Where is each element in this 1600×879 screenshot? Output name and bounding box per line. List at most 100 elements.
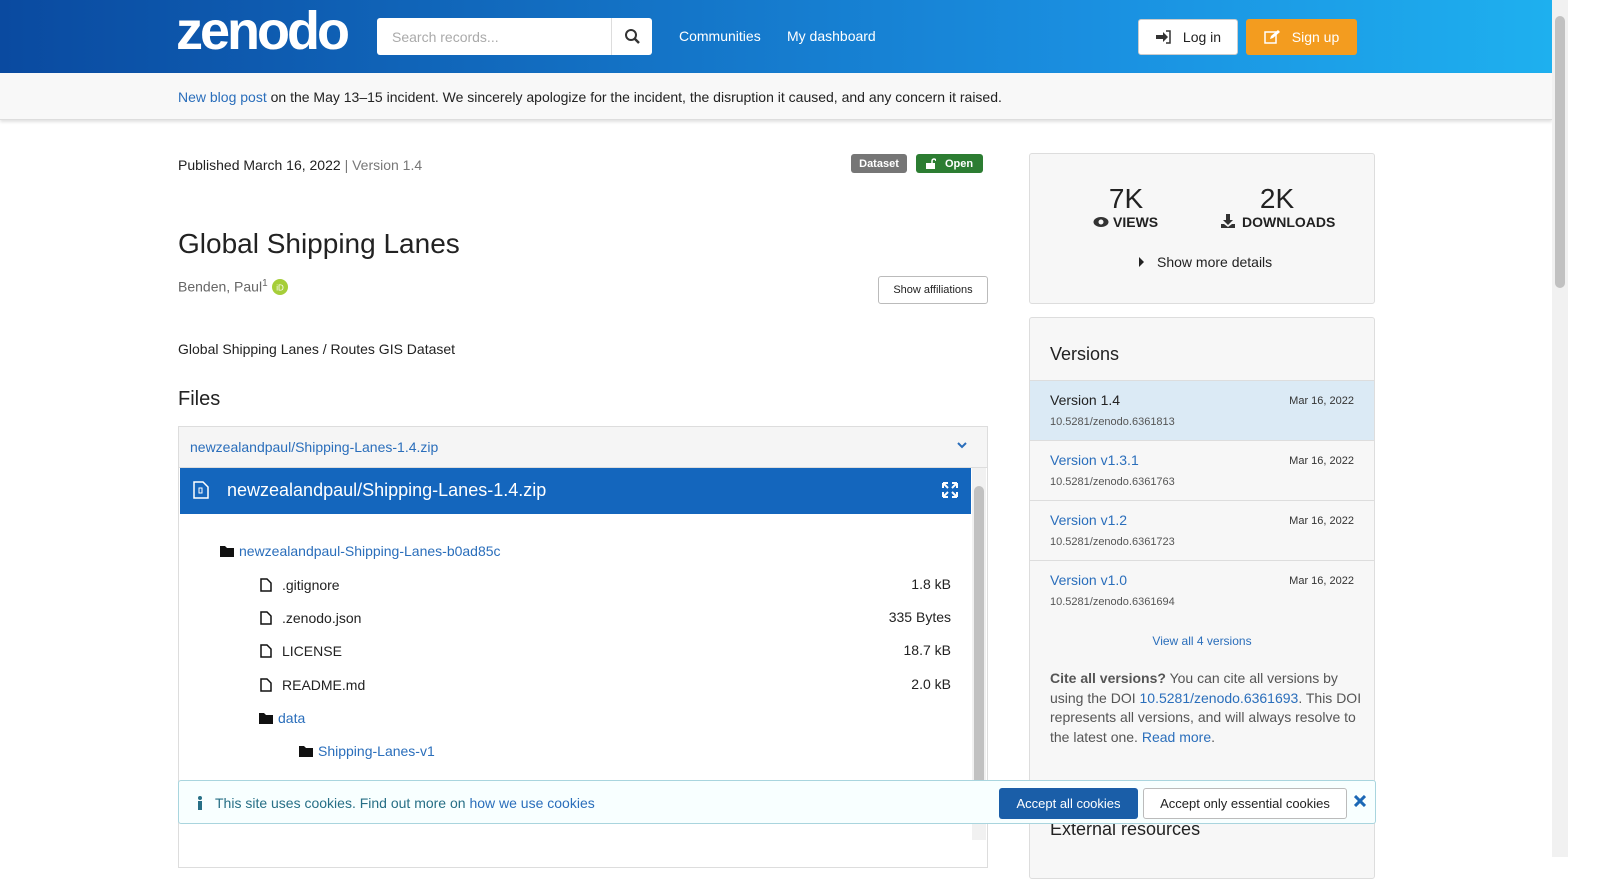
version-label: | Version 1.4	[344, 157, 423, 173]
tree-name[interactable]: newzealandpaul-Shipping-Lanes-b0ad85c	[239, 543, 501, 559]
view-all-versions[interactable]: View all 4 versions	[1152, 634, 1252, 648]
tree-row: .zenodo.json	[260, 608, 361, 628]
banner-text: New blog post on the May 13–15 incident.…	[178, 89, 1002, 105]
info-icon	[198, 796, 202, 810]
folder-icon	[299, 746, 313, 757]
download-icon	[1221, 214, 1235, 228]
cookie-text: This site uses cookies. Find out more on…	[215, 795, 595, 811]
read-more[interactable]: Read more	[1141, 728, 1212, 745]
author-name[interactable]: Benden, Paul	[178, 278, 263, 295]
version-row[interactable]: Version v1.2 Mar 16, 2022 10.5281/zenodo…	[1030, 500, 1374, 561]
folder-icon	[259, 713, 273, 724]
file-size: 18.7 kB	[903, 642, 951, 658]
page-scrollbar	[1552, 0, 1568, 857]
signup-label: Sign up	[1291, 29, 1340, 45]
version-date: Mar 16, 2022	[1289, 455, 1354, 467]
version-date: Mar 16, 2022	[1289, 515, 1354, 527]
published-date: Published March 16, 2022	[178, 157, 341, 173]
version-name[interactable]: Version v1.0	[1050, 572, 1128, 588]
badge-open-label: Open	[944, 157, 974, 170]
banner-message: on the May 13–15 incident. We sincerely …	[266, 89, 1002, 105]
show-more[interactable]: Show more details	[1139, 254, 1272, 270]
files-accordion[interactable]	[179, 427, 987, 468]
version-doi: 10.5281/zenodo.6361763	[1050, 476, 1175, 488]
version-name[interactable]: Version v1.3.1	[1050, 452, 1139, 468]
tree-name[interactable]: Shipping-Lanes-v1	[318, 743, 435, 759]
cite-text-1: You can cite all versions by using the D…	[1050, 670, 1338, 706]
downloads-count: 2K	[1259, 183, 1295, 214]
signup-button[interactable]: Sign up	[1246, 19, 1357, 55]
search-button[interactable]	[611, 18, 652, 55]
tree-name: .zenodo.json	[282, 610, 362, 626]
tree-row: .gitignore	[260, 575, 340, 595]
record-title: Global Shipping Lanes	[178, 228, 460, 259]
accept-essential-button[interactable]: Accept only essential cookies	[1143, 788, 1347, 819]
caret-icon	[1139, 257, 1144, 267]
archive-link[interactable]: newzealandpaul/Shipping-Lanes-1.4.zip	[190, 439, 439, 455]
nav-link[interactable]: Communities	[679, 28, 761, 44]
cookie-message: This site uses cookies. Find out more on	[215, 795, 470, 811]
files-heading: Files	[178, 388, 221, 410]
affiliation-sup: 1	[262, 278, 268, 289]
tree-row: LICENSE	[260, 641, 342, 661]
badge-open: Open	[916, 154, 983, 173]
file-icon	[260, 611, 272, 625]
version-name[interactable]: Version v1.2	[1050, 512, 1128, 528]
cite-bold: Cite all versions?	[1050, 670, 1166, 686]
accept-all-button[interactable]: Accept all cookies	[999, 788, 1138, 819]
version-row[interactable]: Version v1.3.1 Mar 16, 2022 10.5281/zeno…	[1030, 440, 1374, 501]
downloads-label: DOWNLOADS	[1221, 214, 1335, 230]
banner-link[interactable]: New blog post	[178, 89, 267, 105]
preview-title: newzealandpaul/Shipping-Lanes-1.4.zip	[227, 480, 547, 500]
show-more-label: Show more details	[1157, 254, 1273, 270]
tree-row: newzealandpaul-Shipping-Lanes-b0ad85c	[220, 541, 501, 561]
expand-icon[interactable]	[942, 482, 958, 498]
file-icon	[260, 678, 272, 692]
file-size: 335 Bytes	[888, 609, 951, 625]
external-heading: External resources	[1050, 819, 1201, 839]
tree-row: Shipping-Lanes-v1	[299, 741, 435, 761]
version-doi: 10.5281/zenodo.6361813	[1050, 416, 1175, 428]
views-count: 7K	[1108, 183, 1144, 214]
tree-name: README.md	[282, 677, 366, 693]
eye-icon	[1093, 217, 1109, 227]
published: Published March 16, 2022 | Version 1.4	[178, 157, 422, 173]
version-doi: 10.5281/zenodo.6361694	[1050, 596, 1175, 608]
unlock-icon	[925, 158, 936, 169]
archive-icon	[193, 481, 209, 499]
cite-text: Cite all versions? You can cite all vers…	[1050, 669, 1362, 747]
login-button[interactable]: Log in	[1138, 19, 1238, 55]
tree-row: README.md	[260, 675, 365, 695]
search-placeholder: Search records...	[392, 29, 499, 45]
signup-icon	[1264, 30, 1280, 44]
close-icon[interactable]	[1354, 795, 1366, 807]
version-row[interactable]: Version 1.4 Mar 16, 2022 10.5281/zenodo.…	[1030, 380, 1374, 441]
login-icon	[1155, 30, 1171, 44]
show-affiliations-button[interactable]: Show affiliations	[878, 276, 988, 304]
tree-name: LICENSE	[282, 643, 342, 659]
orcid-icon[interactable]: iD	[271, 278, 288, 295]
cite-doi[interactable]: 10.5281/zenodo.6361693	[1139, 689, 1299, 706]
versions-heading: Versions	[1050, 344, 1120, 364]
version-row[interactable]: Version v1.0 Mar 16, 2022 10.5281/zenodo…	[1030, 560, 1374, 621]
description: Global Shipping Lanes / Routes GIS Datas…	[178, 341, 456, 357]
tree-name[interactable]: data	[278, 710, 306, 726]
tree-name: .gitignore	[282, 577, 340, 593]
badge-dataset: Dataset	[851, 154, 907, 173]
version-name[interactable]: Version 1.4	[1050, 392, 1121, 408]
file-icon	[260, 644, 272, 658]
search-icon	[625, 29, 640, 44]
cite-text-2: . This DOI represents all versions, and …	[1050, 689, 1362, 745]
search-input[interactable]	[377, 18, 611, 55]
downloads-text: DOWNLOADS	[1242, 214, 1336, 230]
preview-header	[180, 468, 971, 514]
nav-link[interactable]: My dashboard	[787, 28, 876, 44]
logo[interactable]: zenodo	[176, 1, 350, 61]
views-text: VIEWS	[1113, 214, 1159, 230]
chevron-icon[interactable]	[956, 440, 968, 450]
cookie-link[interactable]: how we use cookies	[469, 795, 595, 811]
version-doi: 10.5281/zenodo.6361723	[1050, 536, 1175, 548]
version-date: Mar 16, 2022	[1289, 395, 1354, 407]
banner	[0, 73, 1552, 120]
